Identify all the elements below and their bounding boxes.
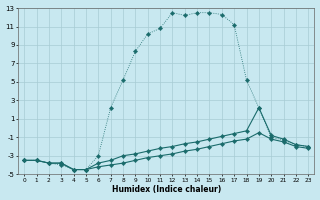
X-axis label: Humidex (Indice chaleur): Humidex (Indice chaleur) — [112, 185, 221, 194]
